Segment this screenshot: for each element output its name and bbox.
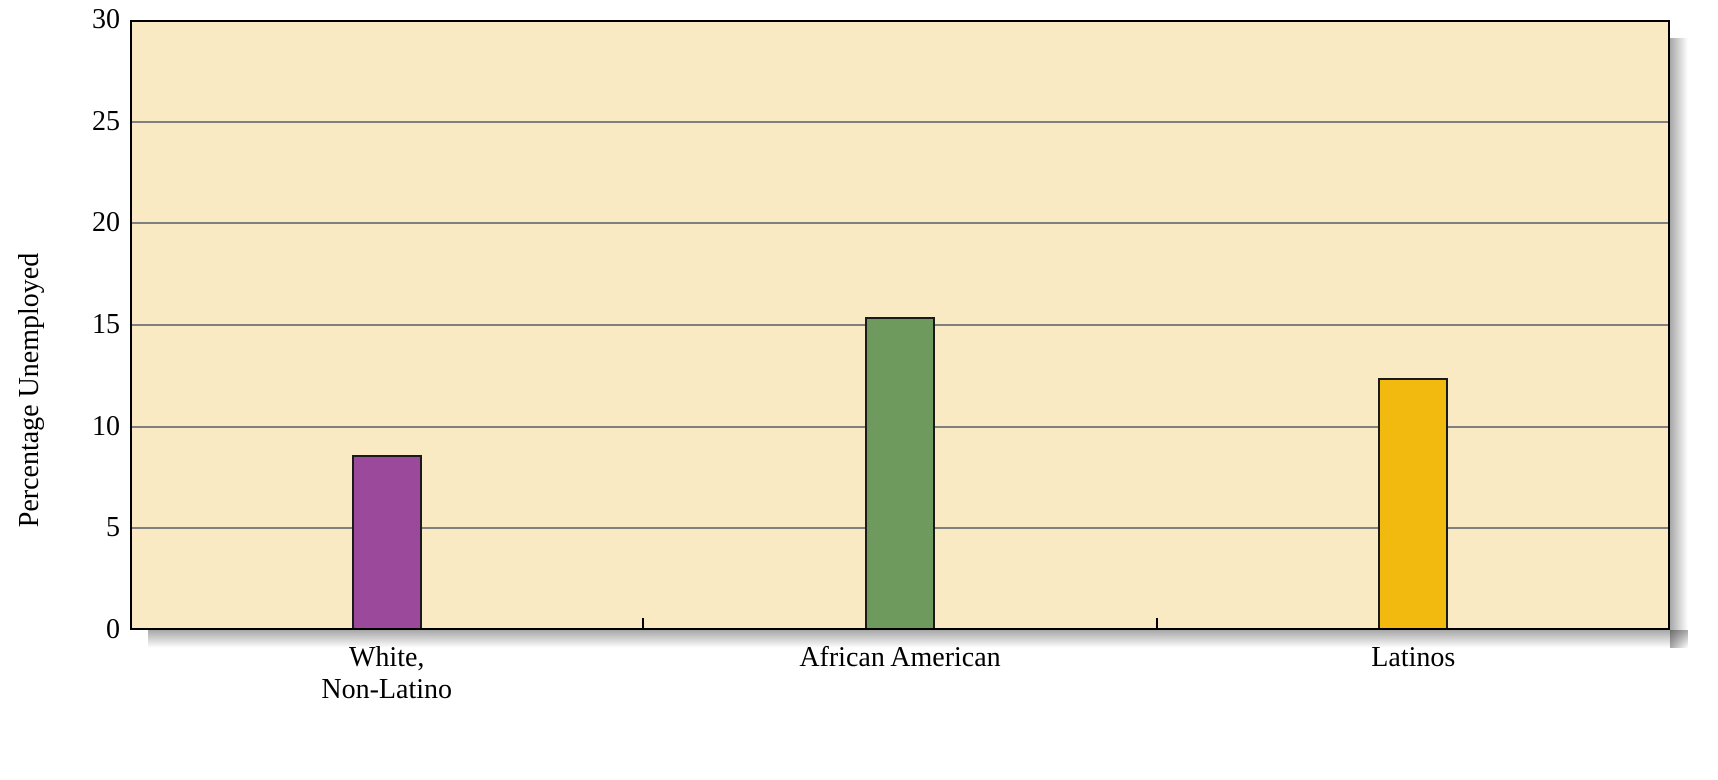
top-border-line	[130, 20, 1670, 22]
bar	[1378, 378, 1448, 630]
y-tick-label: 15	[70, 309, 120, 341]
y-tick-label: 0	[70, 614, 120, 646]
x-tick-label: Latinos	[1213, 642, 1613, 674]
plot-area	[130, 20, 1670, 630]
x-tick-mark	[1156, 618, 1158, 628]
y-axis-line	[130, 20, 132, 630]
bar	[352, 455, 422, 630]
right-border-line	[1668, 20, 1670, 630]
unemployment-bar-chart: Percentage Unemployed 0 5 10 15 20 25 30 White…	[0, 0, 1718, 780]
y-tick-label: 5	[70, 512, 120, 544]
y-tick-label: 10	[70, 411, 120, 443]
y-axis-label: Percentage Unemployed	[14, 253, 46, 527]
y-tick-label: 20	[70, 207, 120, 239]
x-tick-label: White,Non-Latino	[187, 642, 587, 706]
x-tick-mark	[642, 618, 644, 628]
x-axis-line	[130, 628, 1670, 630]
gridline	[130, 121, 1670, 123]
bar	[865, 317, 935, 630]
y-axis-label-container: Percentage Unemployed	[10, 0, 50, 780]
y-tick-label: 25	[70, 106, 120, 138]
plot-shadow-right	[1670, 38, 1688, 648]
y-tick-label: 30	[70, 4, 120, 36]
gridline	[130, 222, 1670, 224]
x-tick-label: African American	[700, 642, 1100, 674]
